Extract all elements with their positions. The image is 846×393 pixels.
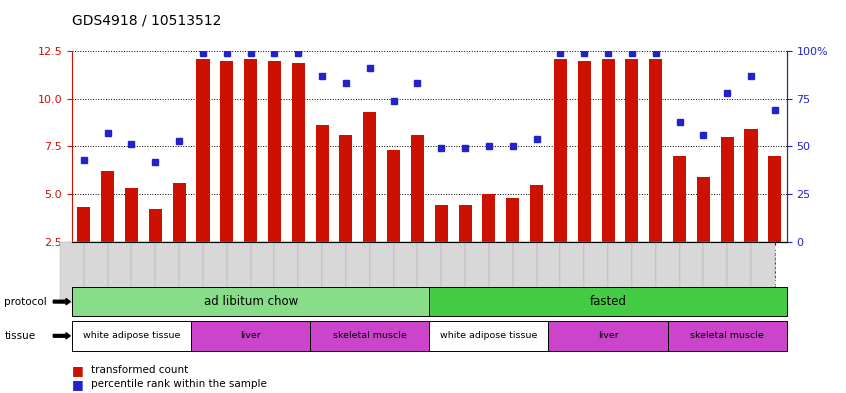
Bar	[649, 59, 662, 242]
Text: protocol: protocol	[4, 297, 47, 307]
Bar	[673, 156, 686, 242]
Bar	[578, 61, 591, 242]
Text: GDS4918 / 10513512: GDS4918 / 10513512	[72, 14, 222, 28]
Bar	[768, 156, 782, 242]
Text: liver: liver	[240, 331, 261, 340]
Bar	[102, 171, 114, 242]
Bar	[721, 137, 733, 242]
Bar	[244, 59, 257, 242]
Bar	[292, 62, 305, 242]
Text: percentile rank within the sample: percentile rank within the sample	[91, 379, 266, 389]
Bar	[268, 61, 281, 242]
Bar	[506, 198, 519, 242]
Text: skeletal muscle: skeletal muscle	[332, 331, 407, 340]
Bar	[482, 194, 496, 242]
Bar	[435, 206, 448, 242]
Text: ■: ■	[72, 364, 84, 377]
Text: liver: liver	[597, 331, 618, 340]
Text: white adipose tissue: white adipose tissue	[440, 331, 537, 340]
Bar	[149, 209, 162, 242]
Bar	[77, 208, 91, 242]
Bar	[196, 59, 210, 242]
Bar	[387, 150, 400, 242]
Bar	[602, 59, 614, 242]
Bar	[363, 112, 376, 242]
Bar	[625, 59, 639, 242]
Bar	[125, 188, 138, 242]
Text: ad libitum chow: ad libitum chow	[204, 295, 298, 308]
Bar	[411, 135, 424, 242]
Text: fasted: fasted	[590, 295, 627, 308]
Bar	[459, 206, 471, 242]
Bar	[744, 129, 757, 242]
Bar	[339, 135, 353, 242]
Bar	[173, 183, 185, 242]
Text: ■: ■	[72, 378, 84, 391]
Text: tissue: tissue	[4, 331, 36, 341]
Bar	[697, 177, 710, 242]
Text: transformed count: transformed count	[91, 365, 188, 375]
Bar	[316, 125, 328, 242]
Text: skeletal muscle: skeletal muscle	[690, 331, 764, 340]
Bar	[530, 184, 543, 242]
Bar	[554, 59, 567, 242]
Bar	[220, 61, 233, 242]
Text: white adipose tissue: white adipose tissue	[83, 331, 180, 340]
